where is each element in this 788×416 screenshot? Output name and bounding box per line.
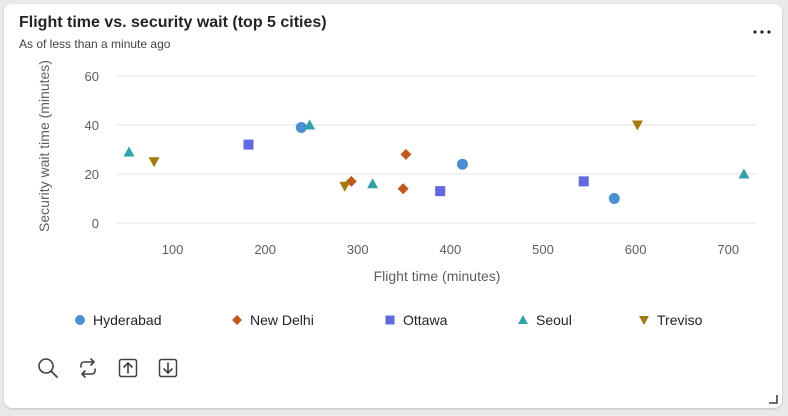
data-point-new-delhi[interactable] — [400, 148, 412, 160]
resize-handle-icon[interactable] — [768, 394, 778, 404]
more-horizontal-icon — [753, 30, 771, 34]
download-button[interactable] — [156, 356, 180, 380]
legend-label: Seoul — [536, 312, 572, 328]
data-point-ottawa[interactable] — [435, 186, 446, 197]
refresh-button[interactable] — [76, 356, 100, 380]
data-point-ottawa[interactable] — [243, 139, 254, 150]
card-title: Flight time vs. security wait (top 5 cit… — [19, 14, 327, 31]
grid-lines — [117, 75, 756, 224]
legend-label: Treviso — [657, 312, 703, 328]
y-tick-label: 40 — [85, 118, 99, 133]
legend-label: New Delhi — [250, 312, 314, 328]
legend-marker-icon — [639, 315, 649, 325]
data-point-new-delhi[interactable] — [397, 183, 409, 195]
data-point-hyderabad[interactable] — [295, 121, 307, 133]
legend-marker-icon — [75, 315, 85, 325]
data-point-treviso[interactable] — [631, 120, 643, 131]
legend-item-seoul[interactable]: Seoul — [517, 312, 572, 328]
y-tick-label: 60 — [85, 69, 99, 84]
data-point-seoul[interactable] — [304, 119, 316, 130]
x-tick-label: 500 — [532, 242, 554, 257]
data-point-seoul[interactable] — [123, 146, 135, 157]
x-tick-label: 200 — [254, 242, 276, 257]
zoom-button[interactable] — [36, 356, 60, 380]
legend-item-new-delhi[interactable]: New Delhi — [231, 312, 314, 328]
y-tick-label: 20 — [85, 167, 99, 182]
legend-marker-icon — [385, 315, 395, 325]
legend-label: Hyderabad — [93, 312, 162, 328]
x-tick-label: 100 — [162, 242, 184, 257]
x-tick-label: 300 — [347, 242, 369, 257]
x-tick-label: 700 — [717, 242, 739, 257]
x-axis-label: Flight time (minutes) — [374, 268, 501, 284]
data-point-seoul[interactable] — [367, 178, 379, 189]
legend-item-hyderabad[interactable]: Hyderabad — [74, 312, 162, 328]
data-point-seoul[interactable] — [738, 168, 750, 179]
y-tick-label: 0 — [92, 216, 99, 231]
y-axis-ticks: 0 20 40 60 — [85, 69, 99, 231]
data-point-hyderabad[interactable] — [608, 193, 620, 204]
download-icon — [158, 358, 178, 378]
x-axis-ticks: 100 200 300 400 500 600 700 — [162, 242, 739, 257]
x-tick-label: 400 — [440, 242, 462, 257]
scatter-chart: 0 20 40 60 100 200 300 400 500 600 700 Flight tim… — [36, 60, 756, 284]
zoom-search-icon — [38, 358, 58, 378]
legend-marker-icon — [518, 315, 528, 325]
legend-item-ottawa[interactable]: Ottawa — [384, 312, 447, 328]
legend-marker-icon — [232, 315, 242, 325]
data-point-treviso[interactable] — [148, 157, 160, 168]
legend-item-treviso[interactable]: Treviso — [638, 312, 702, 328]
legend-label: Ottawa — [403, 312, 448, 328]
refresh-icon — [80, 358, 96, 378]
y-axis-label: Security wait time (minutes) — [36, 60, 52, 232]
chart-toolbar — [36, 356, 180, 380]
card-subtitle: As of less than a minute ago — [19, 37, 171, 51]
chart-card: Flight time vs. security wait (top 5 cit… — [4, 4, 782, 408]
data-points — [123, 119, 750, 204]
data-point-treviso[interactable] — [339, 181, 351, 192]
data-point-ottawa[interactable] — [578, 176, 589, 187]
chart-legend: Hyderabad New Delhi Ottawa Seoul Treviso — [74, 312, 764, 336]
export-up-icon — [118, 358, 138, 378]
x-tick-label: 600 — [625, 242, 647, 257]
export-button[interactable] — [116, 356, 140, 380]
more-options-button[interactable] — [748, 22, 776, 42]
data-point-hyderabad[interactable] — [456, 158, 468, 170]
